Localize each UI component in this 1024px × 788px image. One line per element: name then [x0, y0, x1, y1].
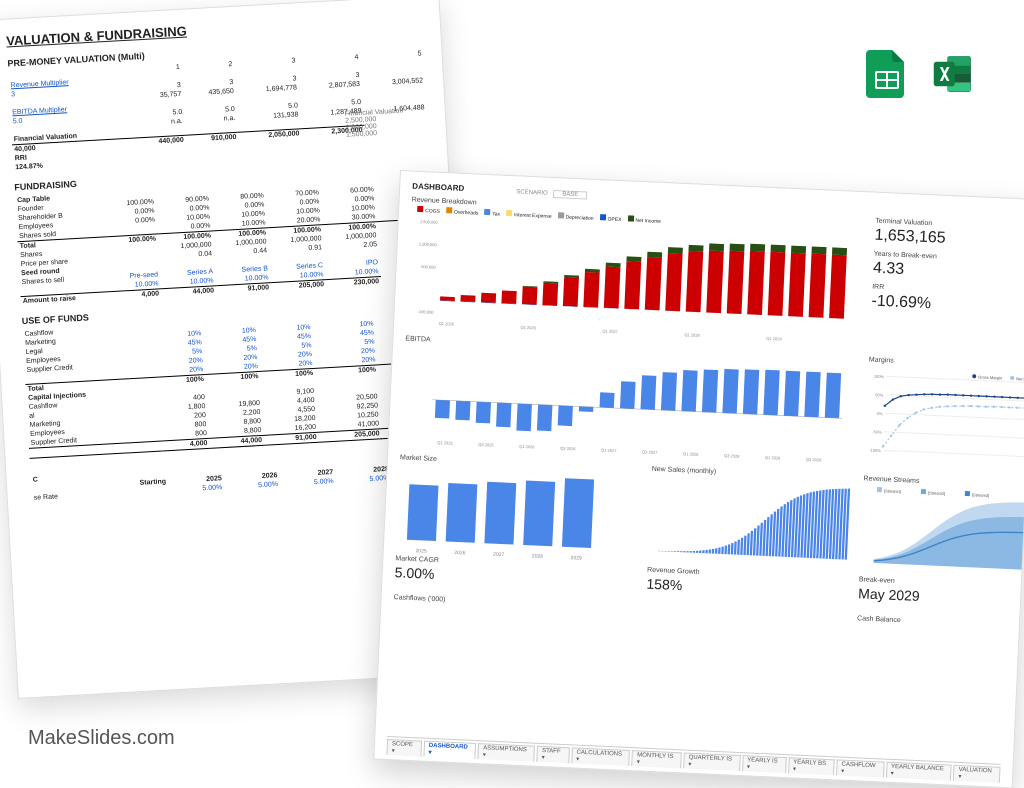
sheet-tab[interactable]: SCOPE ▾ [386, 739, 422, 757]
sheet-tab[interactable]: ASSUMPTIONS ▾ [478, 743, 536, 762]
svg-text:0%: 0% [877, 411, 883, 416]
kpi-terminal: 1,653,165 [874, 227, 1024, 253]
svg-text:Q1 2027: Q1 2027 [602, 328, 618, 334]
google-sheets-icon [866, 50, 908, 98]
svg-text:Q1 2029: Q1 2029 [765, 455, 781, 461]
svg-text:[Stream3]: [Stream3] [972, 492, 990, 498]
ebitda-chart: Q1 2025 Q3 2025 Q1 2026 Q3 2026 Q1 2027 Q3 20… [401, 344, 845, 464]
svg-text:Q1 2026: Q1 2026 [520, 325, 536, 331]
revstreams-chart: [Stream1] [Stream2] [Stream3] [859, 484, 1024, 582]
marketsize-chart: 2025 2026 2027 2028 2029 [396, 463, 600, 562]
svg-text:Q1 2028: Q1 2028 [684, 332, 700, 338]
svg-text:Q1 2028: Q1 2028 [683, 451, 699, 457]
svg-text:500,000: 500,000 [421, 264, 436, 270]
scenario-dropdown[interactable]: BASE [553, 190, 587, 200]
svg-text:-100%: -100% [869, 448, 881, 454]
svg-text:[Stream2]: [Stream2] [928, 490, 946, 496]
svg-text:Q3 2025: Q3 2025 [478, 442, 494, 448]
sheet-tab[interactable]: YEARLY IS ▾ [742, 755, 787, 773]
newsales-chart [647, 475, 851, 574]
svg-text:Gross Margin: Gross Margin [978, 374, 1002, 380]
svg-text:1,000,000: 1,000,000 [419, 241, 438, 247]
svg-text:100%: 100% [874, 374, 885, 379]
sheet-tab[interactable]: YEARLY BALANCE ▾ [886, 762, 952, 781]
sheet-tab[interactable]: STAFF ▾ [536, 746, 569, 763]
svg-text:Q3 2028: Q3 2028 [724, 453, 740, 459]
cashbalance-title: Cash Balance [857, 615, 1024, 630]
sheet-tab[interactable]: CALCULATIONS ▾ [571, 747, 630, 766]
svg-text:Q3 2026: Q3 2026 [560, 446, 576, 452]
sheet-tab[interactable]: CASHFLOW ▾ [836, 759, 884, 777]
finval-mini-chart: Financial Valuation 2,500,000 2,000,000 … [345, 104, 476, 139]
rev-breakdown-chart: 1,500,000 1,000,000 500,000 -200,000 Q1 2025… [406, 216, 851, 346]
svg-text:Q3 2029: Q3 2029 [806, 457, 822, 463]
svg-text:2027: 2027 [493, 552, 505, 559]
svg-text:2029: 2029 [570, 555, 582, 562]
svg-text:2026: 2026 [454, 550, 466, 557]
sheet-tab[interactable]: MONTHLY IS ▾ [632, 750, 682, 768]
svg-text:2028: 2028 [532, 553, 544, 560]
svg-text:[Stream1]: [Stream1] [884, 488, 902, 494]
svg-text:Q1 2025: Q1 2025 [439, 321, 455, 327]
svg-text:Q1 2029: Q1 2029 [766, 336, 782, 342]
svg-text:Q1 2026: Q1 2026 [519, 444, 535, 450]
excel-icon [932, 50, 974, 98]
sheet-tab[interactable]: YEARLY BS ▾ [788, 757, 835, 775]
sheet-tab[interactable]: VALUATION ▾ [953, 765, 1000, 783]
dashboard-spreadsheet: DASHBOARD SCENARIO BASE Revenue Breakdow… [373, 170, 1024, 788]
useoffunds-table: CashflowMarketing10%10%10%10%10%Legal45%… [22, 307, 445, 468]
svg-text:Net Margin: Net Margin [1016, 376, 1024, 382]
svg-text:-200,000: -200,000 [418, 309, 435, 315]
sheet-tab[interactable]: DASHBOARD ▾ [423, 741, 476, 759]
svg-text:50%: 50% [875, 392, 884, 397]
app-icons [866, 50, 974, 98]
sheet-tabs[interactable]: SCOPE ▾DASHBOARD ▾ASSUMPTIONS ▾STAFF ▾CA… [386, 736, 1000, 783]
svg-text:2025: 2025 [415, 548, 427, 555]
svg-text:1,500,000: 1,500,000 [420, 219, 439, 225]
watermark: MakeSlides.com [28, 727, 175, 750]
svg-text:-50%: -50% [872, 429, 882, 434]
sheet-tab[interactable]: QUARTERLY IS ▾ [683, 752, 740, 771]
svg-text:Q1 2027: Q1 2027 [601, 447, 617, 453]
kpi-breakeven-years: 4.33 [873, 260, 1024, 286]
fundraising-table: Cap TableFounder100.00%90.00%80.00%70.00… [15, 173, 436, 306]
svg-text:Q1 2025: Q1 2025 [437, 440, 453, 446]
svg-text:Q3 2027: Q3 2027 [642, 449, 658, 455]
margins-chart: -100% -50% 0% 50% 100% Gross Margin Net Margin [864, 365, 1024, 473]
